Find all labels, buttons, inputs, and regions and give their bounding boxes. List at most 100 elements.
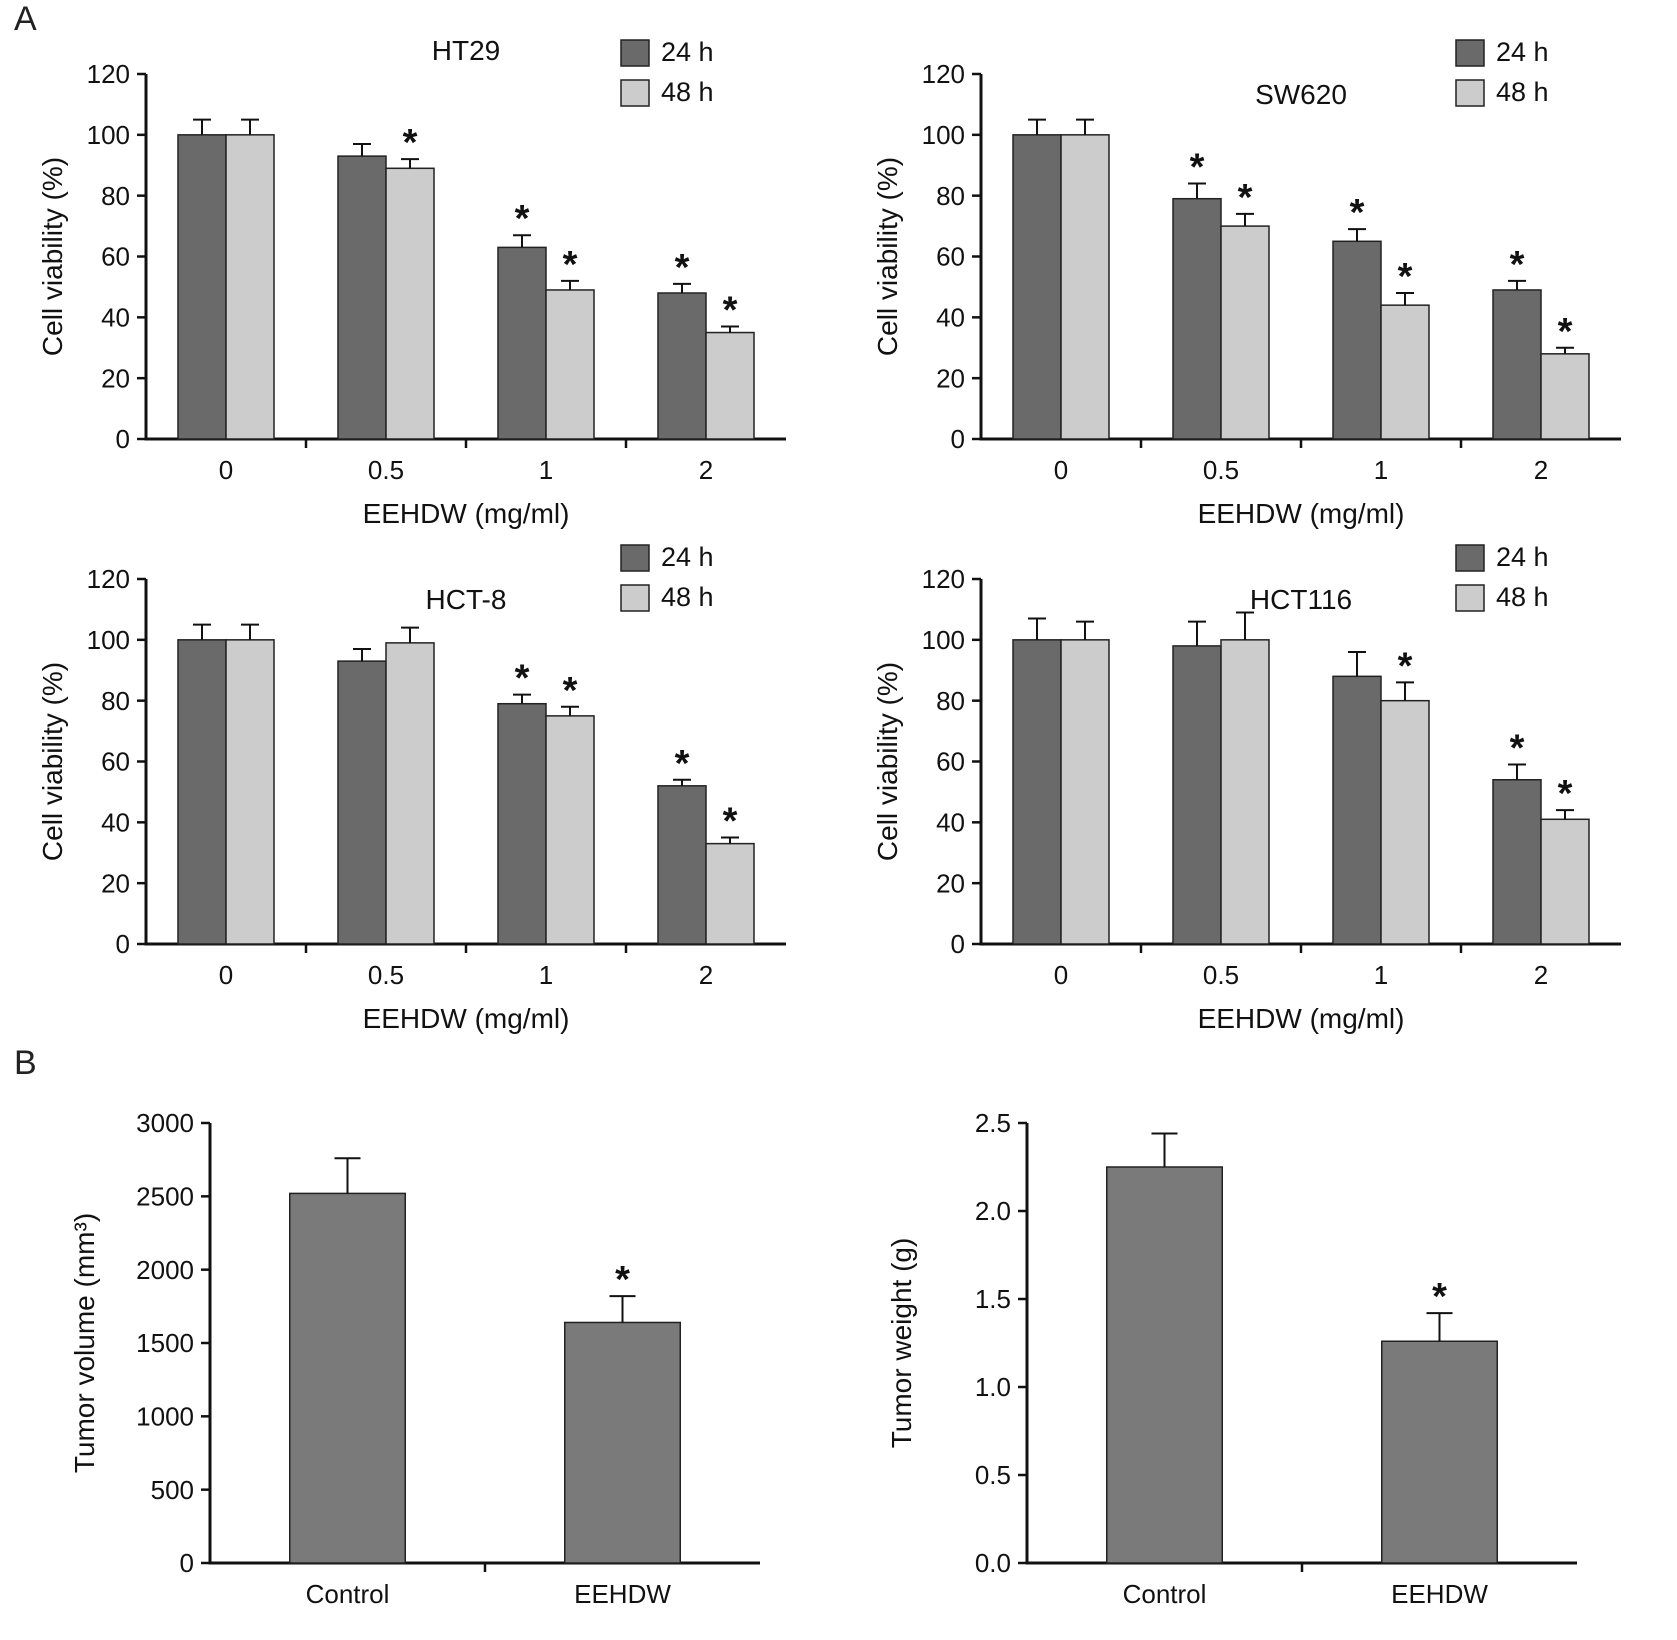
bar xyxy=(1106,1166,1223,1564)
panel-b-row: 0 500 1000 1500 2000 2500 3000 Control EEHDW Tumo… xyxy=(0,1078,1677,1623)
bar xyxy=(1172,645,1222,945)
panel-a-row-1: 0 20 40 60 80 100 120 0 0.5 1 2 EEHDW (mg/ml) Cell v… xyxy=(0,34,1677,539)
panel-a-row-2: 0 20 40 60 80 100 120 0 0.5 1 2 EEHDW (mg/ml) Cell v… xyxy=(0,539,1677,1044)
chart-ht29: 0 20 40 60 80 100 120 0 0.5 1 2 EEHDW (mg/ml) Cell v… xyxy=(37,35,786,529)
legend-label: 24 h xyxy=(661,37,714,67)
x-axis-label: EEHDW (mg/ml) xyxy=(1198,1003,1405,1034)
chart-tumor-weight: 0.0 0.5 1.0 1.5 2.0 2.5 Control EEHDW Tumor weig… xyxy=(886,1108,1577,1609)
y-tick-label: 3000 xyxy=(136,1108,194,1138)
significance-asterisk: * xyxy=(675,247,690,289)
y-tick-label: 0 xyxy=(951,929,965,959)
chart-title: HCT-8 xyxy=(426,584,507,615)
bar xyxy=(1540,353,1590,440)
y-tick-label: 20 xyxy=(936,868,965,898)
bar xyxy=(545,715,595,945)
y-tick-label: 100 xyxy=(87,625,130,655)
legend-swatch xyxy=(620,584,650,612)
bar xyxy=(225,134,275,440)
y-axis-label: Cell viability (%) xyxy=(872,157,903,356)
y-tick-label: 80 xyxy=(101,181,130,211)
significance-asterisk: * xyxy=(615,1259,630,1301)
y-tick-label: 80 xyxy=(936,686,965,716)
y-tick-label: 100 xyxy=(922,120,965,150)
chart-title: HCT116 xyxy=(1250,584,1352,615)
significance-asterisk: * xyxy=(723,801,738,843)
y-tick-label: 20 xyxy=(101,868,130,898)
y-tick-label: 2.5 xyxy=(975,1108,1011,1138)
y-tick-label: 500 xyxy=(151,1475,194,1505)
x-axis-label: EEHDW (mg/ml) xyxy=(363,498,570,529)
x-tick-label: 2 xyxy=(699,960,713,990)
significance-asterisk: * xyxy=(723,289,738,331)
chart-hct116: 0 20 40 60 80 100 120 0 0.5 1 2 EEHDW (mg/ml) Cell v… xyxy=(872,542,1621,1034)
bar xyxy=(1172,197,1222,440)
x-tick-label: 1 xyxy=(1374,455,1388,485)
legend-swatch xyxy=(620,79,650,107)
legend-swatch xyxy=(1455,39,1485,67)
bar xyxy=(545,289,595,440)
bar xyxy=(1332,675,1382,945)
x-tick-label: 1 xyxy=(539,960,553,990)
significance-asterisk: * xyxy=(675,743,690,785)
bar xyxy=(289,1192,406,1564)
panel-a-label: A xyxy=(14,0,37,38)
x-tick-label: 2 xyxy=(699,455,713,485)
bar xyxy=(705,331,755,440)
y-tick-label: 80 xyxy=(101,686,130,716)
bar xyxy=(1060,639,1110,945)
bar xyxy=(657,785,707,945)
y-tick-label: 60 xyxy=(936,747,965,777)
legend-label: 48 h xyxy=(1496,582,1549,612)
significance-asterisk: * xyxy=(403,122,418,164)
bar xyxy=(1012,134,1062,440)
legend-swatch xyxy=(620,544,650,572)
bar xyxy=(1060,134,1110,440)
x-tick-label: 0.5 xyxy=(368,455,404,485)
y-tick-label: 0.5 xyxy=(975,1460,1011,1490)
y-tick-label: 2500 xyxy=(136,1181,194,1211)
legend-label: 48 h xyxy=(1496,77,1549,107)
legend-label: 48 h xyxy=(661,582,714,612)
legend-swatch xyxy=(1455,544,1485,572)
y-axis-label: Cell viability (%) xyxy=(872,662,903,861)
y-tick-label: 120 xyxy=(87,59,130,89)
significance-asterisk: * xyxy=(1510,728,1525,770)
y-tick-label: 1.5 xyxy=(975,1284,1011,1314)
legend-label: 24 h xyxy=(1496,542,1549,572)
bar xyxy=(1220,639,1270,945)
bar xyxy=(225,639,275,945)
bar xyxy=(564,1321,681,1564)
y-axis-label: Tumor volume (mm³) xyxy=(69,1213,100,1473)
legend-swatch xyxy=(620,39,650,67)
x-axis-label: EEHDW (mg/ml) xyxy=(1198,498,1405,529)
y-tick-label: 100 xyxy=(922,625,965,655)
y-axis-label: Tumor weight (g) xyxy=(886,1238,917,1449)
bar xyxy=(1380,304,1430,440)
y-axis-label: Cell viability (%) xyxy=(37,662,68,861)
legend-label: 24 h xyxy=(1496,37,1549,67)
y-tick-label: 20 xyxy=(936,363,965,393)
y-tick-label: 40 xyxy=(936,302,965,332)
y-tick-label: 2000 xyxy=(136,1255,194,1285)
y-tick-label: 80 xyxy=(936,181,965,211)
y-tick-label: 2.0 xyxy=(975,1196,1011,1226)
legend-swatch xyxy=(1455,584,1485,612)
y-tick-label: 120 xyxy=(922,564,965,594)
bar xyxy=(177,134,227,440)
significance-asterisk: * xyxy=(1398,645,1413,687)
x-tick-label: Control xyxy=(306,1579,390,1609)
significance-asterisk: * xyxy=(1558,773,1573,815)
bar xyxy=(1540,818,1590,945)
x-tick-label: 0.5 xyxy=(368,960,404,990)
bar xyxy=(1381,1340,1498,1564)
x-tick-label: EEHDW xyxy=(574,1579,671,1609)
x-tick-label: 0.5 xyxy=(1203,455,1239,485)
chart-title: SW620 xyxy=(1255,79,1347,110)
y-tick-label: 0.0 xyxy=(975,1548,1011,1578)
x-tick-label: 2 xyxy=(1534,960,1548,990)
bar xyxy=(1332,240,1382,440)
y-tick-label: 60 xyxy=(101,747,130,777)
x-tick-label: 1 xyxy=(1374,960,1388,990)
y-tick-label: 120 xyxy=(87,564,130,594)
chart-hct8: 0 20 40 60 80 100 120 0 0.5 1 2 EEHDW (mg/ml) Cell v… xyxy=(37,542,786,1034)
